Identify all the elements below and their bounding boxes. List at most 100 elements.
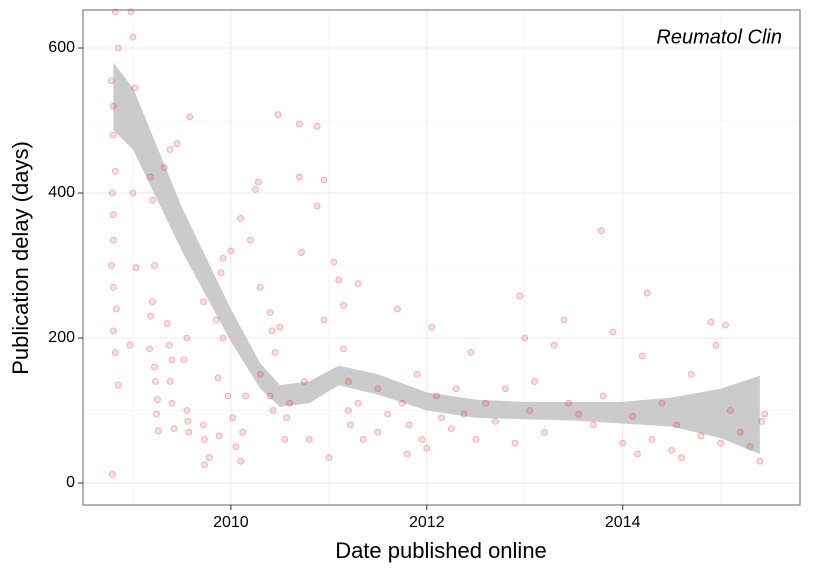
point	[283, 414, 291, 422]
point	[276, 323, 284, 331]
point	[212, 316, 220, 324]
point	[707, 318, 715, 326]
point	[491, 418, 499, 425]
point	[634, 450, 641, 458]
points	[108, 8, 769, 478]
point	[183, 334, 191, 342]
point	[281, 436, 289, 443]
point	[269, 407, 277, 414]
point	[516, 292, 524, 300]
point	[166, 378, 174, 385]
point	[149, 298, 156, 306]
point	[227, 247, 235, 255]
point	[298, 249, 305, 256]
point	[687, 370, 695, 378]
point	[201, 436, 208, 443]
point	[320, 176, 328, 184]
point	[320, 316, 328, 324]
point	[433, 392, 441, 400]
point	[727, 407, 734, 414]
point	[460, 410, 468, 418]
point	[609, 328, 617, 336]
point	[168, 356, 176, 364]
point	[147, 312, 154, 320]
point	[219, 254, 227, 262]
point	[219, 334, 227, 342]
point	[619, 439, 627, 447]
point	[313, 122, 321, 130]
point	[413, 370, 421, 378]
point	[109, 236, 117, 244]
point	[152, 378, 159, 385]
point	[560, 316, 568, 324]
point	[186, 113, 194, 121]
point	[405, 421, 413, 429]
point	[232, 443, 240, 451]
point	[224, 392, 232, 400]
point	[345, 407, 352, 414]
point	[300, 378, 308, 385]
point	[575, 410, 583, 418]
point	[428, 323, 436, 331]
point	[154, 396, 161, 404]
point	[173, 140, 181, 148]
point	[313, 202, 321, 210]
point	[256, 283, 264, 291]
y-axis-title: Publication delay (days)	[8, 141, 33, 375]
point	[761, 410, 769, 418]
point	[354, 280, 362, 288]
point	[146, 345, 154, 353]
point	[229, 414, 237, 422]
point	[658, 399, 666, 407]
x-axis-title: Date published online	[335, 538, 547, 563]
point	[467, 349, 475, 356]
point	[185, 428, 193, 436]
point	[112, 305, 120, 313]
point	[697, 432, 705, 440]
point	[354, 399, 362, 407]
point	[398, 399, 406, 407]
point	[237, 457, 245, 465]
point	[296, 173, 303, 181]
point	[129, 189, 137, 197]
point	[531, 378, 538, 385]
point	[599, 392, 607, 400]
x-tick-label: 2012	[409, 514, 445, 531]
point	[550, 341, 558, 349]
point	[305, 436, 313, 443]
point	[149, 196, 156, 204]
point	[274, 111, 282, 119]
point	[638, 352, 646, 360]
point	[168, 399, 176, 407]
point	[215, 432, 223, 440]
point	[268, 327, 276, 335]
point	[201, 461, 208, 469]
point	[239, 428, 247, 436]
point	[423, 444, 431, 452]
point	[717, 439, 725, 447]
point	[237, 214, 245, 222]
point	[160, 164, 168, 172]
point	[330, 258, 338, 266]
point	[109, 283, 117, 291]
point	[163, 320, 171, 327]
confidence-band	[113, 62, 760, 455]
point	[565, 399, 573, 407]
point	[712, 341, 720, 349]
y-tick-label: 400	[48, 184, 75, 201]
point	[217, 269, 225, 277]
point	[111, 349, 119, 356]
point	[758, 418, 766, 425]
point	[511, 439, 519, 447]
band-layer	[113, 62, 760, 455]
point	[347, 421, 354, 429]
point	[166, 146, 174, 153]
point	[108, 189, 116, 197]
point	[108, 77, 115, 85]
point	[109, 102, 117, 110]
point	[114, 44, 122, 52]
y-tick-label: 200	[48, 329, 75, 346]
point	[340, 301, 347, 309]
point	[418, 436, 426, 443]
point	[131, 84, 139, 92]
